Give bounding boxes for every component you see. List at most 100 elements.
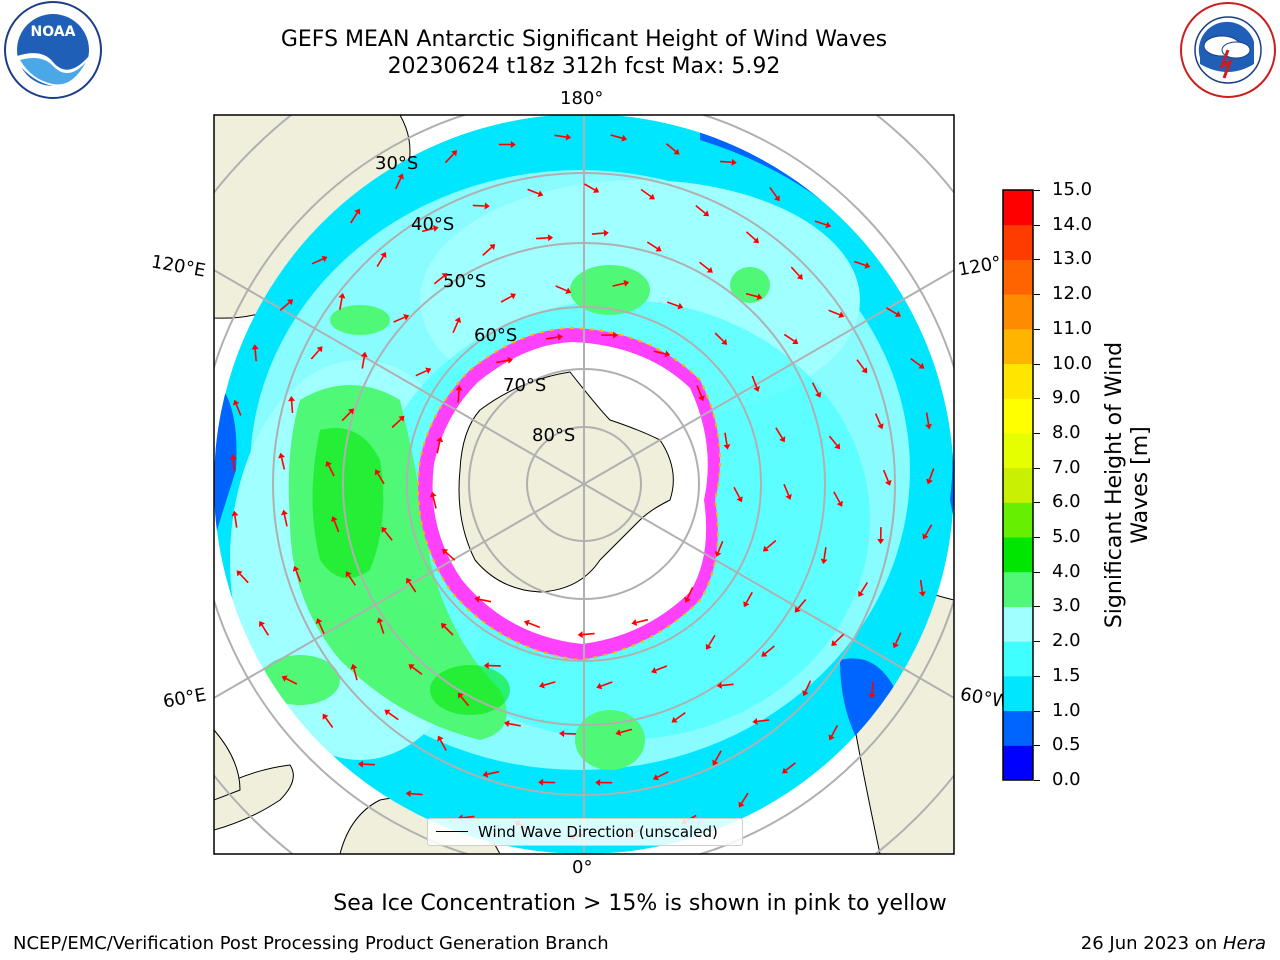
legend-label: Wind Wave Direction (unscaled) — [478, 823, 718, 841]
colorbar-bin — [1003, 467, 1033, 503]
wind-arrow-head — [753, 386, 760, 392]
wind-arrow-head — [894, 310, 901, 317]
wind-arrow — [797, 598, 807, 610]
wind-arrow-head — [815, 391, 822, 398]
lat-label-80s: 80°S — [532, 425, 575, 446]
colorbar-bin — [1003, 502, 1033, 538]
colorbar-tick-mark — [1034, 398, 1040, 400]
wind-arrow-head — [868, 693, 876, 699]
wind-arrow — [353, 668, 358, 681]
colorbar-bin — [1003, 224, 1033, 260]
wind-arrow — [377, 473, 385, 485]
wind-arrow — [333, 520, 340, 533]
wind-arrow-head — [483, 662, 489, 670]
wind-arrow — [508, 722, 521, 727]
wind-arrow-head — [918, 362, 925, 369]
wind-arrow-head — [251, 344, 259, 350]
wind-arrow-head — [613, 331, 619, 339]
wind-arrow-head — [782, 767, 789, 774]
legend-line-icon — [436, 831, 468, 832]
wind-arrow — [280, 457, 286, 470]
wind-arrow — [775, 427, 783, 439]
wind-arrow-head — [374, 469, 381, 476]
wind-arrow — [708, 634, 716, 647]
wind-arrow-head — [828, 734, 835, 741]
wind-arrow — [745, 231, 756, 241]
wind-arrow — [415, 369, 428, 377]
colorbar-label: Significant Height of Wind Waves [m] — [1102, 341, 1153, 629]
svg-text:NOAA: NOAA — [31, 24, 76, 40]
wind-arrow-head — [559, 730, 565, 738]
nws-logo — [1176, 0, 1280, 104]
wind-arrow-head — [673, 148, 680, 155]
colorbar-bin — [1003, 398, 1033, 434]
wind-arrow-head — [743, 601, 750, 608]
wind-arrow — [283, 514, 288, 527]
footer-credit: NCEP/EMC/Verification Post Processing Pr… — [13, 933, 609, 954]
wind-arrow-head — [595, 779, 601, 787]
wind-arrow-head — [451, 150, 458, 157]
wind-arrow — [823, 547, 827, 560]
wind-arrow-head — [861, 367, 868, 374]
lat-label-70s: 70°S — [503, 375, 546, 396]
lat-label-40s: 40°S — [411, 214, 454, 235]
wind-arrow — [655, 665, 668, 672]
colorbar-bin — [1003, 363, 1033, 399]
wind-arrow-head — [322, 713, 329, 720]
wind-arrow-head — [331, 516, 338, 522]
wind-arrow-head — [484, 202, 490, 210]
colorbar-tick-mark — [1034, 328, 1040, 330]
colorbar-tick-label: 3.0 — [1052, 595, 1081, 617]
colorbar-tick-mark — [1034, 641, 1040, 643]
colorbar-tick-label: 6.0 — [1052, 491, 1081, 513]
lat-label-30s: 30°S — [375, 153, 418, 174]
wind-arrow-head — [236, 570, 243, 577]
wind-arrow — [285, 677, 298, 685]
wind-arrow — [719, 160, 732, 164]
wind-arrow — [591, 232, 604, 235]
footer-host: Hera — [1222, 933, 1266, 954]
wind-arrow — [696, 385, 703, 397]
wind-arrow-head — [877, 423, 884, 430]
wind-arrow — [721, 683, 734, 687]
wind-arrow — [310, 349, 320, 360]
wind-arrow — [410, 792, 423, 796]
wind-arrow — [714, 750, 722, 762]
wind-arrow-head — [432, 225, 439, 232]
wind-arrow-head — [397, 173, 404, 180]
footer-date-text: 26 Jun 2023 on — [1080, 933, 1223, 954]
wind-arrow-head — [615, 729, 622, 736]
wind-arrow-head — [731, 158, 737, 166]
wind-arrow — [327, 465, 335, 477]
colorbar-tick-mark — [1034, 363, 1040, 365]
colorbar-border — [1002, 189, 1034, 781]
wind-arrow — [910, 357, 921, 367]
wind-arrow — [766, 539, 777, 549]
wind-arrow-head — [360, 351, 368, 358]
wind-arrow-head — [565, 133, 572, 141]
wind-arrow — [339, 297, 343, 310]
wind-arrow-head — [712, 759, 719, 766]
wind-arrow — [924, 524, 933, 536]
wind-arrow — [695, 204, 706, 214]
wind-arrow — [239, 573, 249, 584]
lat-label-50s: 50°S — [443, 271, 486, 292]
colorbar-tick-mark — [1034, 675, 1040, 677]
wind-arrow — [388, 712, 399, 721]
wind-arrow-head — [603, 229, 609, 237]
wind-arrow — [232, 459, 235, 472]
wind-arrow — [814, 220, 827, 226]
wind-arrow — [376, 255, 385, 268]
colorbar-tick-mark — [1034, 432, 1040, 434]
wind-arrow — [341, 411, 352, 422]
wind-arrow-head — [380, 252, 387, 259]
colorbar-tick-mark — [1034, 780, 1040, 781]
wind-arrow-head — [437, 735, 444, 742]
wind-arrow-head — [281, 509, 288, 516]
wind-arrow — [699, 261, 710, 271]
colorbar-tick-label: 4.0 — [1052, 560, 1081, 582]
wind-arrow — [383, 530, 393, 541]
wind-arrow — [536, 237, 549, 240]
colorbar-tick-label: 10.0 — [1052, 352, 1093, 374]
